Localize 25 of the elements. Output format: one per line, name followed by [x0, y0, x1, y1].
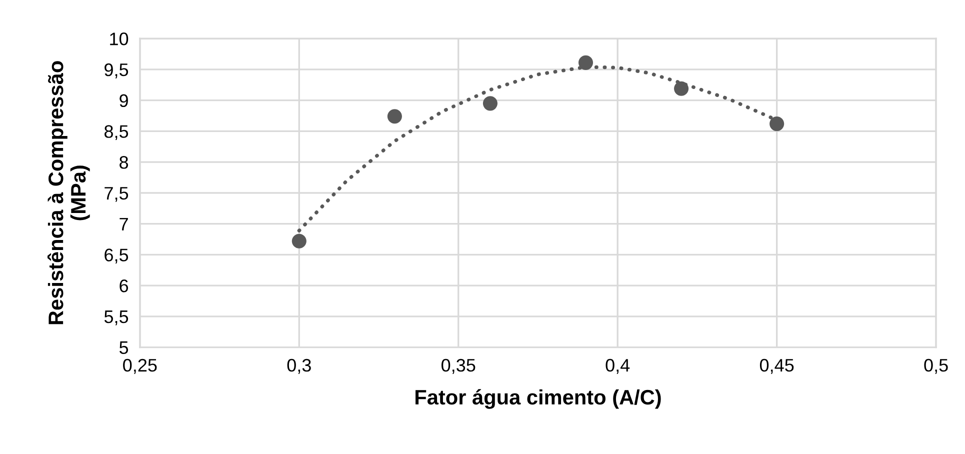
y-tick-label: 8 — [120, 156, 128, 169]
y-tick-label: 9 — [120, 94, 128, 108]
x-tick-label: 0,45 — [760, 358, 794, 374]
y-tick-label: 7 — [120, 218, 128, 230]
x-tick-label: 0,4 — [606, 358, 630, 374]
y-tick-label: 6,5 — [104, 248, 128, 264]
point — [482, 96, 498, 111]
x-tick-label: 0,3 — [287, 358, 311, 374]
x-tick-label: 0,35 — [442, 358, 476, 374]
point — [387, 109, 402, 124]
point — [674, 81, 689, 96]
y-tick-label: 9,5 — [104, 63, 128, 78]
x-tick-label: 0,25 — [123, 358, 157, 374]
y-tick-label: 5,5 — [104, 310, 128, 326]
y-tick-label: 10 — [110, 32, 128, 46]
y-tick-label: 7,5 — [104, 187, 128, 202]
y-tick-label: 5 — [119, 341, 128, 354]
y-tick-label: 8,5 — [104, 125, 128, 140]
point — [292, 234, 306, 248]
point — [770, 116, 784, 132]
x-axis-title: Fator água cimento (A/C) — [416, 389, 661, 409]
y-tick-label: 6 — [120, 280, 128, 292]
y-axis-title: Resistência à Compressão (MPa) — [48, 61, 90, 324]
x-tick-label: 0,5 — [924, 358, 948, 374]
point — [578, 55, 594, 70]
